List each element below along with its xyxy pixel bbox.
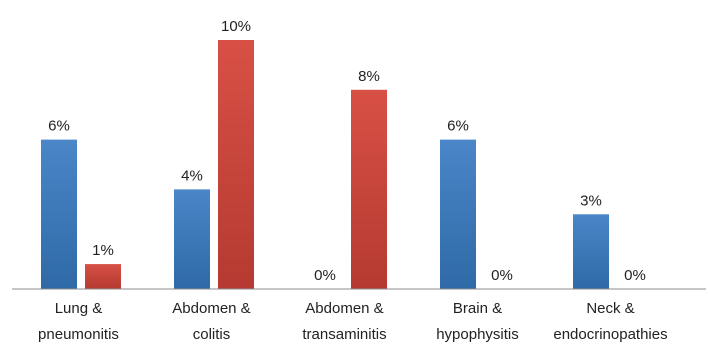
data-label-red-2: 8%	[358, 68, 380, 85]
data-label-red-4: 0%	[624, 267, 646, 284]
category-label-0-line-0: Lung &	[55, 300, 103, 317]
bar-blue-0	[41, 139, 77, 289]
bar-blue-4	[573, 214, 609, 289]
category-label-1-line-0: Abdomen &	[172, 300, 250, 317]
data-label-blue-0: 6%	[48, 118, 70, 135]
bar-blue-3	[440, 139, 476, 289]
bars-layer	[41, 40, 609, 289]
data-label-red-0: 1%	[92, 242, 114, 259]
data-label-blue-1: 4%	[181, 167, 203, 184]
bar-blue-1	[174, 189, 210, 289]
category-label-2-line-1: transaminitis	[302, 326, 386, 343]
category-label-1-line-1: colitis	[193, 326, 231, 343]
data-label-blue-2: 0%	[314, 267, 336, 284]
bar-red-0	[85, 264, 121, 289]
category-label-0-line-1: pneumonitis	[38, 326, 119, 343]
data-label-red-1: 10%	[221, 18, 251, 35]
data-label-blue-4: 3%	[580, 192, 602, 209]
bar-red-1	[218, 40, 254, 289]
category-label-4-line-1: endocrinopathies	[553, 326, 667, 343]
category-label-3-line-1: hypophysitis	[436, 326, 519, 343]
category-label-3-line-0: Brain &	[453, 300, 502, 317]
data-label-blue-3: 6%	[447, 118, 469, 135]
data-label-red-3: 0%	[491, 267, 513, 284]
bar-red-2	[351, 89, 387, 289]
category-label-4-line-0: Neck &	[586, 300, 634, 317]
category-label-2-line-0: Abdomen &	[305, 300, 383, 317]
labels-layer: 6% 1% Lung & pneumonitis 4% 10% Abdomen & colit…	[38, 18, 668, 343]
